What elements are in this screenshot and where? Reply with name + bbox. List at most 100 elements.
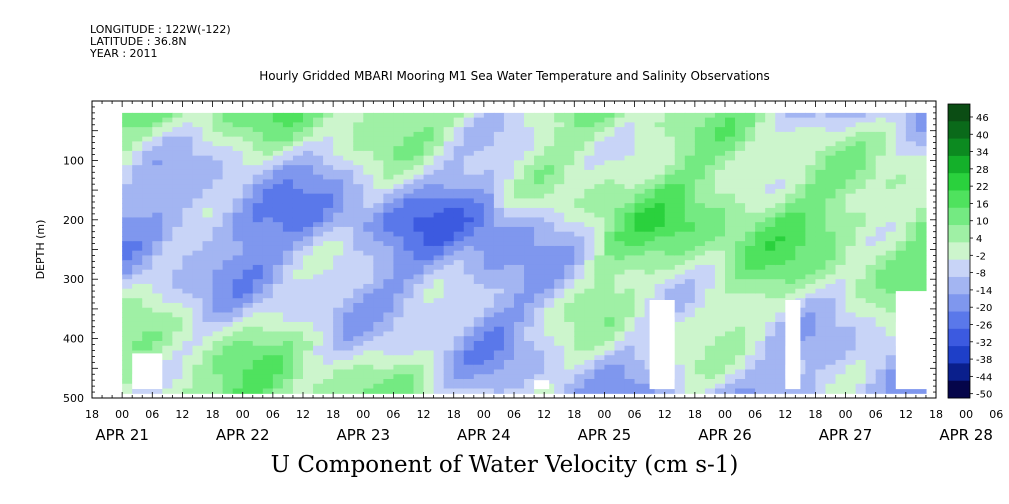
heatmap-cell bbox=[544, 312, 555, 318]
heatmap-cell bbox=[594, 307, 606, 314]
heatmap-cell bbox=[182, 136, 194, 142]
heatmap-cell bbox=[725, 374, 736, 380]
heatmap-cell bbox=[172, 336, 184, 342]
heatmap-cell bbox=[634, 117, 646, 123]
heatmap-cell bbox=[303, 250, 314, 257]
heatmap-cell bbox=[433, 340, 445, 347]
heatmap-cell bbox=[604, 112, 616, 119]
heatmap-cell bbox=[554, 112, 565, 119]
heatmap-cell bbox=[885, 312, 897, 318]
heatmap-cell bbox=[815, 122, 827, 128]
heatmap-cell bbox=[815, 255, 827, 261]
heatmap-cell bbox=[574, 283, 585, 290]
heatmap-cell bbox=[162, 226, 173, 233]
heatmap-cell bbox=[534, 117, 545, 123]
heatmap-cell bbox=[865, 122, 877, 128]
heatmap-cell bbox=[825, 241, 837, 247]
heatmap-cell bbox=[735, 165, 746, 171]
heatmap-cell bbox=[423, 179, 435, 185]
heatmap-cell bbox=[212, 312, 224, 318]
heatmap-cell bbox=[152, 288, 163, 295]
heatmap-cell bbox=[262, 245, 274, 252]
heatmap-cell bbox=[604, 374, 616, 380]
heatmap-cell bbox=[915, 264, 927, 271]
heatmap-cell bbox=[895, 207, 907, 214]
heatmap-cell bbox=[262, 174, 274, 181]
heatmap-cell bbox=[865, 188, 877, 195]
heatmap-cell bbox=[172, 169, 184, 176]
heatmap-cell bbox=[222, 136, 234, 142]
heatmap-cell bbox=[574, 369, 585, 375]
heatmap-cell bbox=[162, 136, 173, 142]
heatmap-cell bbox=[152, 241, 163, 247]
heatmap-cell bbox=[483, 326, 495, 333]
heatmap-cell bbox=[694, 136, 706, 142]
heatmap-cell bbox=[694, 383, 706, 390]
heatmap-cell bbox=[222, 355, 234, 361]
heatmap-cell bbox=[604, 302, 616, 309]
heatmap-cell bbox=[524, 312, 535, 318]
heatmap-cell bbox=[524, 184, 535, 190]
heatmap-cell bbox=[142, 283, 153, 290]
heatmap-cell bbox=[453, 193, 465, 200]
heatmap-cell bbox=[182, 146, 194, 152]
heatmap-cell bbox=[845, 359, 857, 366]
heatmap-cell bbox=[292, 326, 304, 333]
heatmap-cell bbox=[704, 179, 716, 185]
heatmap-cell bbox=[594, 378, 606, 385]
heatmap-cell bbox=[192, 222, 204, 228]
heatmap-cell bbox=[895, 155, 907, 161]
heatmap-cell bbox=[232, 136, 244, 142]
heatmap-cell bbox=[343, 364, 354, 371]
heatmap-cell bbox=[323, 307, 334, 314]
heatmap-cell bbox=[473, 226, 485, 233]
heatmap-cell bbox=[845, 155, 857, 161]
heatmap-cell bbox=[544, 321, 555, 328]
heatmap-cell bbox=[353, 231, 364, 238]
heatmap-cell bbox=[775, 321, 786, 328]
heatmap-cell bbox=[554, 364, 565, 371]
heatmap-cell bbox=[634, 212, 646, 219]
heatmap-cell bbox=[704, 326, 716, 333]
heatmap-cell bbox=[684, 374, 696, 380]
heatmap-cell bbox=[725, 231, 736, 238]
heatmap-cell bbox=[333, 174, 344, 181]
heatmap-cell bbox=[654, 131, 666, 138]
heatmap-cell bbox=[473, 231, 485, 238]
heatmap-cell bbox=[132, 326, 143, 333]
heatmap-cell bbox=[704, 241, 716, 247]
heatmap-cell bbox=[383, 226, 395, 233]
heatmap-cell bbox=[634, 160, 646, 166]
heatmap-cell bbox=[554, 369, 565, 375]
heatmap-cell bbox=[323, 226, 334, 233]
heatmap-cell bbox=[122, 274, 133, 280]
heatmap-cell bbox=[775, 279, 786, 285]
heatmap-cell bbox=[353, 369, 364, 375]
heatmap-cell bbox=[915, 193, 927, 200]
heatmap-cell bbox=[473, 260, 485, 266]
heatmap-cell bbox=[624, 264, 636, 271]
heatmap-cell bbox=[694, 146, 706, 152]
heatmap-cell bbox=[644, 193, 656, 200]
heatmap-cell bbox=[232, 174, 244, 181]
heatmap-cell bbox=[503, 317, 515, 323]
heatmap-cell bbox=[725, 165, 736, 171]
heatmap-cell bbox=[122, 302, 133, 309]
heatmap-cell bbox=[835, 279, 847, 285]
heatmap-cell bbox=[564, 207, 575, 214]
heatmap-cell bbox=[192, 184, 204, 190]
heatmap-cell bbox=[514, 117, 525, 123]
heatmap-cell bbox=[202, 160, 214, 166]
heatmap-cell bbox=[413, 250, 425, 257]
heatmap-cell bbox=[654, 212, 666, 219]
heatmap-cell bbox=[232, 179, 244, 185]
heatmap-cell bbox=[755, 298, 766, 304]
heatmap-cell bbox=[122, 146, 133, 152]
heatmap-cell bbox=[413, 350, 425, 356]
heatmap-cell bbox=[895, 260, 907, 266]
heatmap-cell bbox=[222, 212, 234, 219]
heatmap-cell bbox=[624, 212, 636, 219]
heatmap-cell bbox=[152, 350, 163, 356]
heatmap-cell bbox=[584, 150, 595, 157]
heatmap-cell bbox=[704, 122, 716, 128]
